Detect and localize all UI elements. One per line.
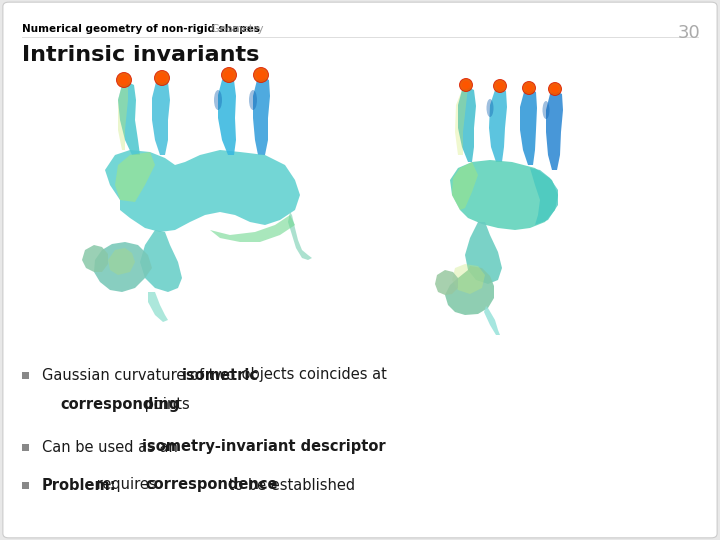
Text: Problem:: Problem: bbox=[42, 477, 117, 492]
Polygon shape bbox=[218, 77, 236, 155]
Circle shape bbox=[494, 80, 506, 92]
Circle shape bbox=[523, 82, 535, 94]
Text: Can be used as an: Can be used as an bbox=[42, 440, 182, 455]
Text: Intrinsic invariants: Intrinsic invariants bbox=[22, 45, 259, 65]
Polygon shape bbox=[118, 82, 140, 155]
Polygon shape bbox=[455, 87, 468, 155]
Text: to be established: to be established bbox=[224, 477, 355, 492]
Polygon shape bbox=[105, 150, 300, 232]
Polygon shape bbox=[148, 292, 168, 322]
Polygon shape bbox=[445, 266, 494, 315]
Text: points: points bbox=[140, 397, 190, 413]
Text: requires: requires bbox=[92, 477, 161, 492]
Polygon shape bbox=[452, 162, 478, 210]
Polygon shape bbox=[458, 87, 476, 162]
Polygon shape bbox=[489, 88, 507, 162]
Bar bbox=[22, 372, 29, 379]
Circle shape bbox=[155, 71, 169, 85]
Polygon shape bbox=[140, 230, 182, 292]
Ellipse shape bbox=[542, 101, 549, 119]
Text: 30: 30 bbox=[678, 24, 700, 42]
Polygon shape bbox=[108, 248, 135, 275]
Polygon shape bbox=[94, 242, 152, 292]
Circle shape bbox=[221, 67, 237, 83]
Text: corresponding: corresponding bbox=[60, 397, 179, 413]
Circle shape bbox=[459, 78, 473, 92]
Circle shape bbox=[493, 79, 507, 93]
Ellipse shape bbox=[249, 90, 257, 110]
Polygon shape bbox=[118, 82, 128, 150]
Polygon shape bbox=[530, 168, 558, 225]
Polygon shape bbox=[210, 215, 295, 242]
Ellipse shape bbox=[487, 99, 493, 117]
Polygon shape bbox=[546, 91, 563, 170]
Circle shape bbox=[551, 85, 559, 93]
Circle shape bbox=[462, 81, 470, 89]
Circle shape bbox=[522, 81, 536, 95]
Circle shape bbox=[548, 82, 562, 96]
Polygon shape bbox=[452, 264, 485, 294]
Polygon shape bbox=[450, 160, 558, 230]
Text: objects coincides at: objects coincides at bbox=[237, 368, 387, 382]
Polygon shape bbox=[288, 212, 312, 260]
Polygon shape bbox=[115, 152, 155, 202]
Circle shape bbox=[117, 73, 131, 87]
Text: correspondence: correspondence bbox=[145, 477, 277, 492]
Text: Numerical geometry of non-rigid shapes: Numerical geometry of non-rigid shapes bbox=[22, 24, 260, 34]
Circle shape bbox=[256, 70, 266, 80]
Circle shape bbox=[224, 70, 234, 80]
Polygon shape bbox=[435, 270, 458, 295]
Circle shape bbox=[460, 79, 472, 91]
Text: isometric: isometric bbox=[182, 368, 259, 382]
Circle shape bbox=[116, 72, 132, 88]
Circle shape bbox=[254, 68, 268, 82]
Circle shape bbox=[119, 75, 129, 85]
Text: isometry-invariant descriptor: isometry-invariant descriptor bbox=[142, 440, 386, 455]
Polygon shape bbox=[520, 89, 537, 165]
Circle shape bbox=[154, 70, 170, 86]
Circle shape bbox=[496, 82, 504, 90]
Polygon shape bbox=[82, 245, 108, 272]
Polygon shape bbox=[152, 80, 170, 155]
Circle shape bbox=[222, 68, 236, 82]
Circle shape bbox=[157, 73, 167, 83]
Text: Gaussian curvature of two: Gaussian curvature of two bbox=[42, 368, 240, 382]
Bar bbox=[22, 443, 29, 450]
Text: Geometry: Geometry bbox=[205, 24, 264, 34]
Polygon shape bbox=[253, 77, 270, 155]
Circle shape bbox=[253, 67, 269, 83]
Polygon shape bbox=[465, 222, 502, 284]
Circle shape bbox=[549, 83, 561, 95]
Circle shape bbox=[525, 84, 533, 92]
Polygon shape bbox=[484, 306, 500, 335]
Bar bbox=[22, 482, 29, 489]
Ellipse shape bbox=[214, 90, 222, 110]
